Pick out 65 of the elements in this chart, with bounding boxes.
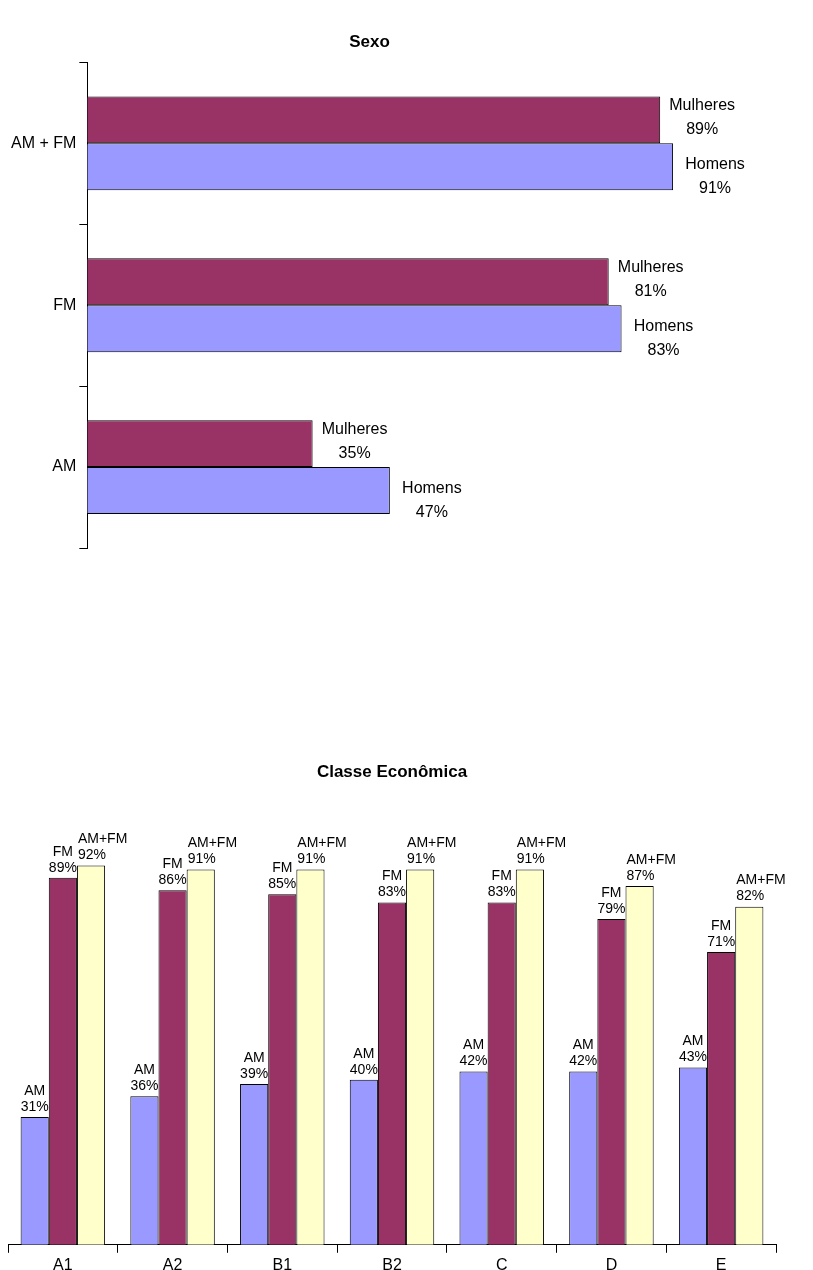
data-label: 35% (338, 444, 371, 461)
x-tick-label: A1 (53, 1255, 73, 1270)
data-label: 83% (487, 883, 516, 900)
data-label: 39% (240, 1064, 269, 1081)
text: FM (381, 867, 403, 884)
data-label: 82% (736, 887, 765, 904)
text: AM+FM (187, 834, 238, 851)
x-tick-label: B2 (382, 1255, 402, 1270)
text: AM (572, 1036, 594, 1053)
data-label: 42% (459, 1052, 488, 1069)
text: Homens (402, 478, 462, 496)
series-label: AM+FM (77, 830, 128, 847)
text: AM (353, 1044, 375, 1061)
data-label: 85% (268, 875, 297, 892)
text: AM (24, 1081, 46, 1098)
data-label: 83% (647, 341, 680, 359)
data-label: 83% (377, 883, 407, 900)
data-label: 91% (516, 850, 545, 867)
x-tick-label: D (605, 1255, 618, 1270)
text: AM+FM (516, 834, 567, 851)
data-label: 87% (626, 866, 655, 883)
text: FM (162, 855, 183, 871)
series-label: Homens (685, 155, 745, 173)
chart-title: Classe Econômica (316, 761, 468, 781)
series-label: AM (133, 1061, 155, 1078)
data-label: 71% (707, 932, 736, 949)
text: AM+FM (626, 850, 676, 867)
text: AM+FM (297, 834, 347, 851)
x-tick-label: B1 (272, 1255, 293, 1270)
y-tick-label: AM + FM (10, 133, 77, 151)
text: FM (601, 883, 622, 900)
data-label: 91% (187, 850, 216, 867)
data-label: 43% (678, 1048, 707, 1065)
data-label: 89% (48, 858, 77, 875)
text: Mulheres (321, 420, 388, 437)
text: Mulheres (617, 258, 684, 276)
data-label: 92% (77, 846, 106, 863)
y-tick-label: AM (52, 457, 77, 475)
data-label: 40% (349, 1060, 378, 1077)
data-label: 91% (407, 850, 436, 867)
data-label: 36% (130, 1077, 159, 1094)
data-label: 47% (415, 502, 448, 520)
text: AM (463, 1036, 485, 1053)
text: FM (491, 867, 512, 884)
text: AM (243, 1048, 265, 1065)
chart-title: Sexo (349, 31, 390, 51)
text: AM+FM (407, 834, 457, 851)
series-label: Mulheres (669, 96, 736, 114)
text: FM (272, 859, 293, 876)
data-label: 86% (158, 871, 187, 887)
x-tick-label: A2 (162, 1255, 183, 1270)
data-label: 31% (20, 1097, 49, 1114)
data-label: 42% (569, 1052, 598, 1069)
data-label: 79% (597, 899, 626, 916)
data-label: 91% (297, 850, 326, 867)
y-tick-label: FM (53, 295, 77, 313)
text: AM+FM (736, 871, 786, 888)
text: FM (711, 916, 732, 933)
text: Homens (633, 317, 694, 335)
data-label: 89% (686, 120, 719, 138)
data-label: 81% (634, 282, 667, 300)
x-tick-label: E (715, 1255, 727, 1270)
data-label: 91% (699, 179, 732, 197)
x-tick-label: C (495, 1255, 508, 1270)
text: AM (682, 1032, 704, 1049)
